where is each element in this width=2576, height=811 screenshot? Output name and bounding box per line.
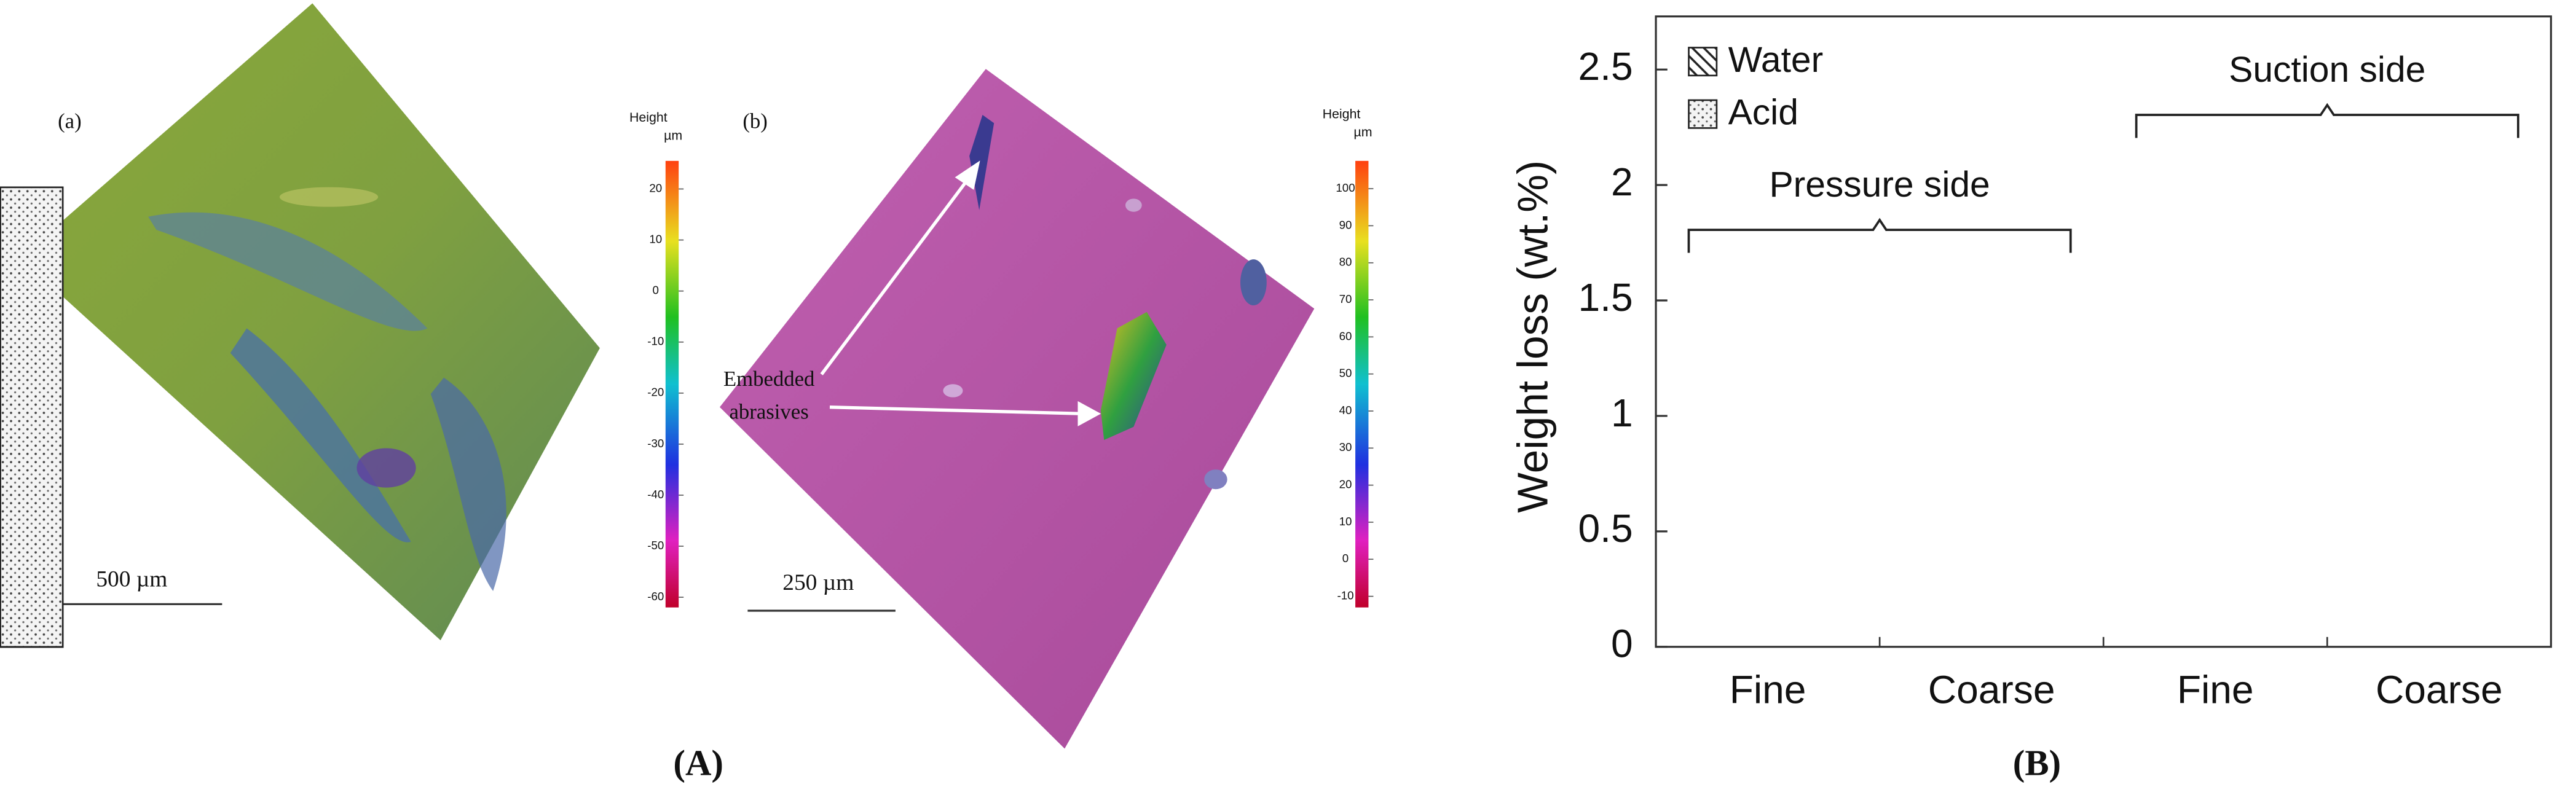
colorbar-tick-label: 0 [653,284,659,297]
panel-label: (B) [2013,743,2061,783]
plot-frame [1655,15,2552,648]
colorbar-title: Height [629,110,668,125]
y-axis-label: Weight loss (wt.%) [1508,160,1556,513]
colorbar-tick-label: 80 [1339,256,1352,268]
x-tick-label: Fine [1730,668,1806,712]
y-tick-label: 0 [1611,622,1633,666]
colorbar-tick-label: 0 [1342,552,1349,565]
group-bracket [1687,217,2072,253]
y-tick-label: 2 [1611,160,1633,204]
colorbar-tick-label: 30 [1339,441,1352,453]
annotation: Embedded [723,367,814,391]
colorbar-unit: µm [1353,125,1372,139]
y-tick-label: 1 [1611,391,1633,435]
colorbar-tick-label: 100 [1336,181,1355,194]
colorbar-tick-label: 60 [1339,329,1352,342]
colorbar-tick-label: -10 [647,335,664,348]
colorbar-tick-label: 50 [1339,367,1352,380]
colorbar-tick-label: -60 [647,590,664,603]
x-tick-label: Coarse [1928,668,2055,712]
colorbar-tick-label: 20 [649,181,662,194]
colorbar-tick-label: 40 [1339,404,1352,417]
y-tick-label: 0.5 [1578,506,1633,550]
group-label: Pressure side [1769,165,1990,205]
annotation: abrasives [730,399,809,423]
colorbar-title: Height [1323,107,1361,122]
colorbar-tick-label: -20 [647,386,664,399]
legend-label: Acid [1728,93,1798,133]
panel-label: (A) [673,743,723,783]
x-tick-label: Coarse [2376,668,2503,712]
legend-swatch [1688,99,1718,129]
colorbar-tick-label: -10 [1337,589,1354,602]
surface-image-b [719,69,1315,749]
image-label: (b) [742,109,767,133]
bar [0,186,64,648]
colorbar-tick-label: -40 [647,488,664,501]
group-label: Suction side [2229,50,2425,90]
colorbar-tick-label: 90 [1339,218,1352,231]
colorbar-tick-label: 70 [1339,292,1352,305]
scale-bar-label: 500 µm [96,566,167,592]
colorbar-tick-label: -30 [647,437,664,450]
surface-image-a [20,3,600,641]
legend-swatch [1688,47,1718,77]
scale-bar-label: 250 µm [782,570,854,595]
group-bracket [2135,103,2519,138]
colorbar [665,160,679,608]
legend-label: Water [1728,40,1824,80]
y-tick-label: 1.5 [1578,275,1633,319]
y-tick-label: 2.5 [1578,44,1633,88]
x-tick-label: Fine [2177,668,2254,712]
colorbar-unit: µm [664,128,682,143]
colorbar-tick-label: -50 [647,539,664,552]
arrows [820,160,1101,426]
colorbar-tick-label: 10 [649,233,662,246]
colorbar [1355,160,1369,608]
colorbar-tick-label: 10 [1339,515,1352,528]
image-label: (a) [58,109,82,133]
colorbar-tick-label: 20 [1339,478,1352,491]
